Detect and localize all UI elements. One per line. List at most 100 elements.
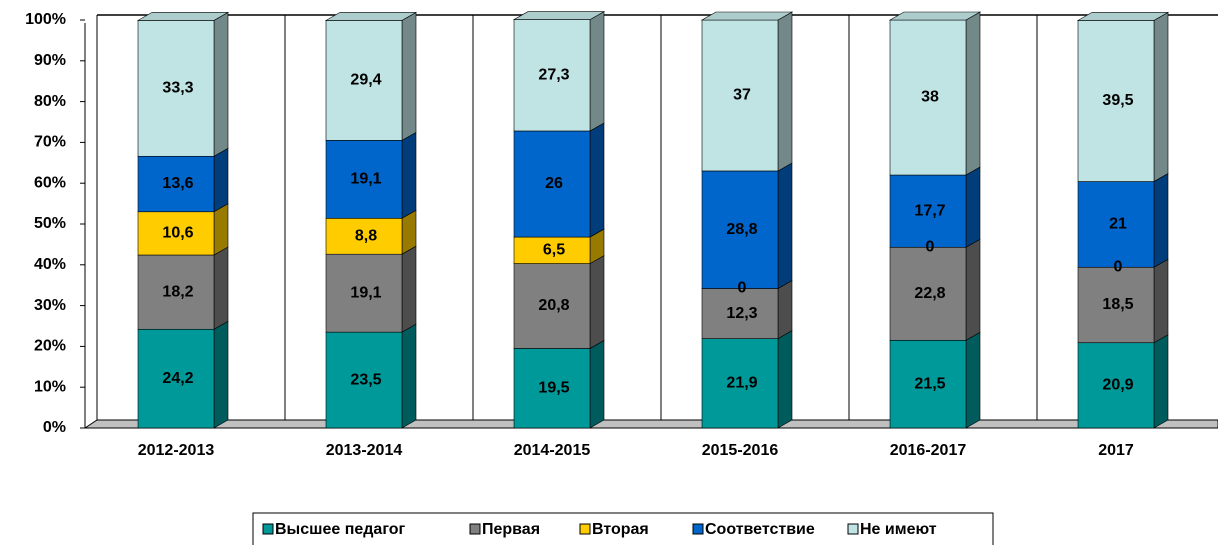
bar-side xyxy=(777,330,793,429)
data-label: 37 xyxy=(733,87,751,104)
x-tick-label: 2012-2013 xyxy=(138,442,215,459)
x-tick-label: 2017 xyxy=(1098,442,1134,459)
data-label: 39,5 xyxy=(1102,92,1133,109)
legend-swatch xyxy=(262,523,274,535)
bar xyxy=(137,20,215,157)
floor xyxy=(83,419,1218,429)
bar-side xyxy=(1153,173,1169,268)
data-label: 21,5 xyxy=(914,375,945,392)
x-tick-label: 2016-2017 xyxy=(890,442,967,459)
bar xyxy=(137,155,215,213)
bar-side xyxy=(401,323,417,429)
bar-side xyxy=(589,255,605,349)
data-label: 8,8 xyxy=(355,227,377,244)
data-label: 26 xyxy=(545,175,563,192)
legend-swatch xyxy=(847,523,859,535)
bar xyxy=(889,174,967,248)
data-label: 27,3 xyxy=(538,67,569,84)
data-label: 28,8 xyxy=(726,221,757,238)
data-label: 0 xyxy=(1114,258,1123,275)
legend-swatch xyxy=(469,523,481,535)
y-tick-label: 20% xyxy=(34,338,66,355)
data-label: 18,2 xyxy=(162,283,193,300)
legend-swatch xyxy=(692,523,704,535)
bar xyxy=(137,211,215,256)
data-label: 19,5 xyxy=(538,379,569,396)
bar-side xyxy=(777,162,793,289)
bar-side xyxy=(401,131,417,219)
bar xyxy=(325,20,403,141)
bar xyxy=(889,19,967,176)
y-tick-label: 60% xyxy=(34,174,66,191)
bar-side xyxy=(213,203,229,256)
bar-top xyxy=(700,11,794,21)
bar-side xyxy=(1153,334,1169,429)
data-label: 12,3 xyxy=(726,305,757,322)
data-label: 19,1 xyxy=(350,171,381,188)
data-label: 21 xyxy=(1109,216,1127,233)
bar xyxy=(325,217,403,255)
bar-side xyxy=(1153,258,1169,344)
bar-side xyxy=(965,238,981,341)
bar xyxy=(325,331,403,429)
legend-label: Высшее педагог xyxy=(275,521,406,538)
legend-label: Вторая xyxy=(592,521,649,538)
legend-box xyxy=(252,512,994,545)
data-label: 23,5 xyxy=(350,371,381,388)
y-tick-label: 30% xyxy=(34,297,66,314)
bar xyxy=(701,288,779,339)
bar-side xyxy=(401,11,417,141)
bar xyxy=(325,253,403,333)
x-tick-label: 2013-2014 xyxy=(326,442,403,459)
bar xyxy=(889,339,967,429)
legend-label: Первая xyxy=(482,521,540,538)
data-label: 6,5 xyxy=(543,242,565,259)
y-tick-label: 90% xyxy=(34,52,66,69)
data-label: 24,2 xyxy=(162,370,193,387)
bar-top xyxy=(1076,12,1170,21)
bar-side xyxy=(965,166,981,248)
bar-side xyxy=(1153,11,1169,183)
bar xyxy=(1077,342,1155,429)
bar xyxy=(513,263,591,349)
bar xyxy=(325,140,403,219)
data-label: 0 xyxy=(738,280,747,297)
bar xyxy=(1077,266,1155,344)
bar xyxy=(513,130,591,238)
legend-swatch xyxy=(579,523,591,535)
data-label: 10,6 xyxy=(162,225,193,242)
bar-side xyxy=(213,246,229,330)
bar-top xyxy=(888,11,982,21)
y-tick-label: 100% xyxy=(25,11,66,28)
bar-top xyxy=(324,12,418,21)
y-tick-label: 70% xyxy=(34,134,66,151)
bar xyxy=(137,254,215,330)
bar xyxy=(137,328,215,429)
bar xyxy=(513,348,591,429)
legend-label: Соответствие xyxy=(705,521,815,538)
data-label: 18,5 xyxy=(1102,296,1133,313)
bar-top xyxy=(512,11,606,20)
data-label: 38 xyxy=(921,89,939,106)
bar-side xyxy=(213,11,229,157)
data-label: 33,3 xyxy=(162,80,193,97)
y-tick-label: 80% xyxy=(34,93,66,110)
bar xyxy=(701,338,779,429)
bar-side xyxy=(589,11,605,132)
data-label: 21,9 xyxy=(726,375,757,392)
bar-side xyxy=(777,279,793,340)
bar-side xyxy=(589,339,605,429)
data-label: 29,4 xyxy=(350,72,381,89)
data-label: 22,8 xyxy=(914,285,945,302)
data-label: 20,9 xyxy=(1102,377,1133,394)
bar-side xyxy=(965,11,981,176)
data-label: 19,1 xyxy=(350,284,381,301)
data-label: 13,6 xyxy=(162,175,193,192)
y-tick-label: 40% xyxy=(34,256,66,273)
data-label: 20,8 xyxy=(538,297,569,314)
bar-side xyxy=(401,245,417,333)
x-tick-label: 2014-2015 xyxy=(514,442,591,459)
bar-side xyxy=(965,331,981,429)
bar-top xyxy=(136,12,230,21)
